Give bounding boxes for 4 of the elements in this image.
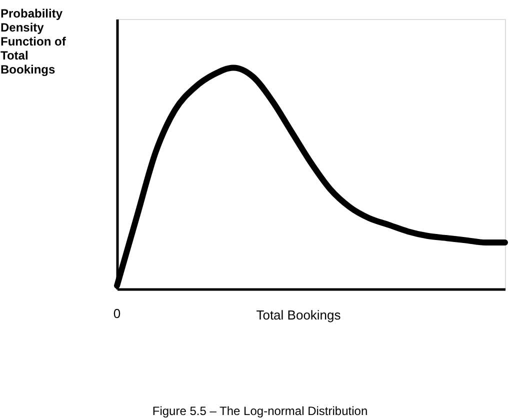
text: 0	[113, 306, 121, 321]
x-axis-title: Total Bookings	[256, 308, 342, 322]
y-axis-title: Probability Density Function of Total Bookings	[0, 6, 67, 76]
caption: Figure 5.5 – The Log-normal Distribution	[152, 404, 368, 418]
